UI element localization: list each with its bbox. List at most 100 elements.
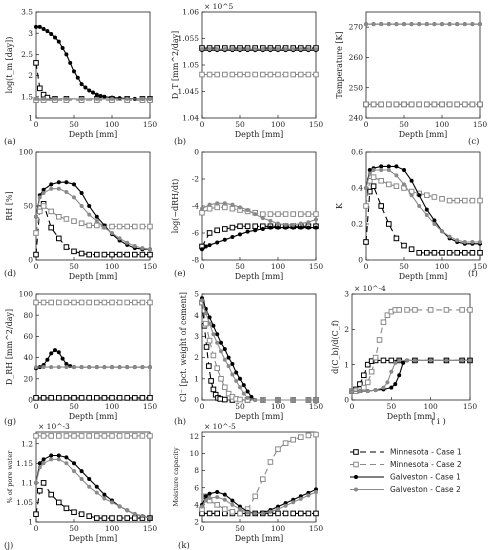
data-point	[33, 251, 39, 258]
data-point	[431, 194, 438, 200]
x-tick-label: 100	[424, 402, 439, 411]
data-point	[79, 476, 84, 481]
x-tick-label: 50	[69, 524, 79, 533]
data-point	[380, 357, 387, 364]
data-point	[222, 237, 227, 242]
data-point	[237, 223, 243, 230]
data-point	[462, 240, 467, 245]
data-point	[203, 344, 210, 350]
data-point	[49, 365, 54, 370]
data-point	[64, 461, 69, 466]
data-point	[94, 490, 99, 495]
data-point	[424, 207, 429, 212]
data-point	[229, 508, 236, 515]
data-point	[260, 226, 265, 231]
data-point	[78, 250, 85, 257]
data-point	[305, 510, 312, 517]
y-tick-label: 1.1	[21, 478, 33, 487]
y-tick-label: 240	[349, 114, 364, 123]
data-point	[219, 349, 224, 354]
data-point	[397, 373, 402, 378]
data-point	[37, 465, 42, 470]
axes-frame	[201, 11, 317, 119]
x-tick-label: 100	[105, 402, 120, 411]
x-tick-label: 0	[34, 120, 39, 129]
series-minnesota-case-2	[33, 203, 153, 236]
data-point	[401, 242, 407, 249]
data-point	[206, 230, 213, 236]
data-point	[48, 299, 55, 306]
data-point	[397, 358, 402, 363]
panel-label: (f)	[468, 268, 478, 279]
data-point	[94, 484, 99, 489]
x-tick-label: 50	[235, 262, 245, 271]
panel-k: 0 50 100 150 2 4 6 8 10 12 Depth [mm] Moisture capa…	[172, 422, 323, 550]
data-point	[370, 174, 377, 180]
data-point	[291, 222, 296, 227]
data-point	[380, 319, 387, 326]
y-tick-label: 5	[194, 290, 199, 299]
data-point	[48, 224, 55, 231]
x-tick-label: 0	[34, 402, 39, 411]
data-point	[52, 35, 57, 40]
data-point	[424, 250, 430, 256]
panel-f: 0 50 100 150 0 0.2 0.4 0.6 Depth [mm] K (f)	[335, 148, 487, 281]
data-point	[147, 251, 153, 258]
data-point	[109, 433, 115, 439]
x-tick-label: 50	[69, 262, 79, 271]
data-point	[203, 498, 208, 503]
data-point	[56, 395, 62, 401]
series-minnesota-case-1	[349, 357, 473, 394]
data-point	[140, 246, 145, 251]
data-point	[394, 164, 399, 169]
data-point	[267, 71, 274, 78]
data-point	[64, 52, 69, 57]
data-point	[385, 380, 390, 385]
series-galveston-case-1	[200, 225, 318, 252]
y-tick-label: 1	[194, 374, 199, 383]
data-point	[455, 22, 460, 27]
data-point	[275, 211, 281, 217]
x-tick-label: 0	[350, 402, 355, 411]
data-point	[49, 182, 54, 187]
data-point	[117, 504, 122, 509]
data-point	[132, 251, 138, 258]
series-minnesota-case-2	[199, 299, 319, 403]
data-point	[364, 379, 371, 386]
series-galveston-case-2	[200, 201, 318, 227]
data-point	[215, 489, 220, 494]
data-point	[462, 22, 467, 27]
data-point	[79, 96, 84, 101]
y-tick-label: 2	[28, 71, 33, 80]
y-axis-label: Temperature [K]	[335, 31, 344, 98]
legend-marker	[353, 487, 358, 492]
data-point	[378, 203, 384, 209]
y-tick-label: 270	[349, 23, 364, 32]
y-tick-label: 0	[344, 396, 349, 405]
data-point	[469, 101, 476, 108]
panel-label: (k)	[178, 540, 190, 550]
data-point	[282, 211, 289, 217]
data-point	[207, 321, 212, 326]
data-point	[364, 361, 371, 368]
legend-marker	[353, 461, 359, 468]
data-point	[116, 433, 123, 439]
data-point	[238, 507, 243, 512]
data-point	[72, 69, 77, 74]
y-tick-label: 1.05	[16, 498, 33, 507]
data-point	[245, 47, 250, 52]
data-point	[378, 178, 384, 184]
x-tick-label: 0	[34, 524, 39, 533]
data-point	[215, 47, 220, 52]
data-point	[282, 440, 289, 446]
data-point	[372, 354, 379, 361]
data-point	[94, 299, 100, 306]
panel-label: (e)	[174, 268, 186, 279]
data-point	[244, 71, 251, 78]
data-point	[219, 340, 224, 345]
x-axis-label: Depth [mm]	[235, 534, 284, 543]
data-point	[147, 299, 153, 306]
data-point	[139, 433, 146, 439]
data-point	[222, 357, 227, 362]
